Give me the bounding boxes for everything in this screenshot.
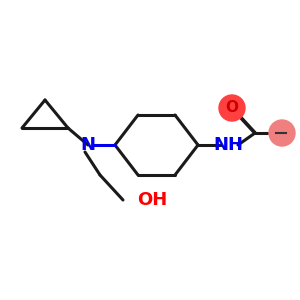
Text: NH: NH (213, 136, 243, 154)
Circle shape (269, 120, 295, 146)
Circle shape (219, 95, 245, 121)
Text: O: O (226, 100, 238, 116)
Text: OH: OH (137, 191, 167, 209)
Text: N: N (80, 136, 95, 154)
